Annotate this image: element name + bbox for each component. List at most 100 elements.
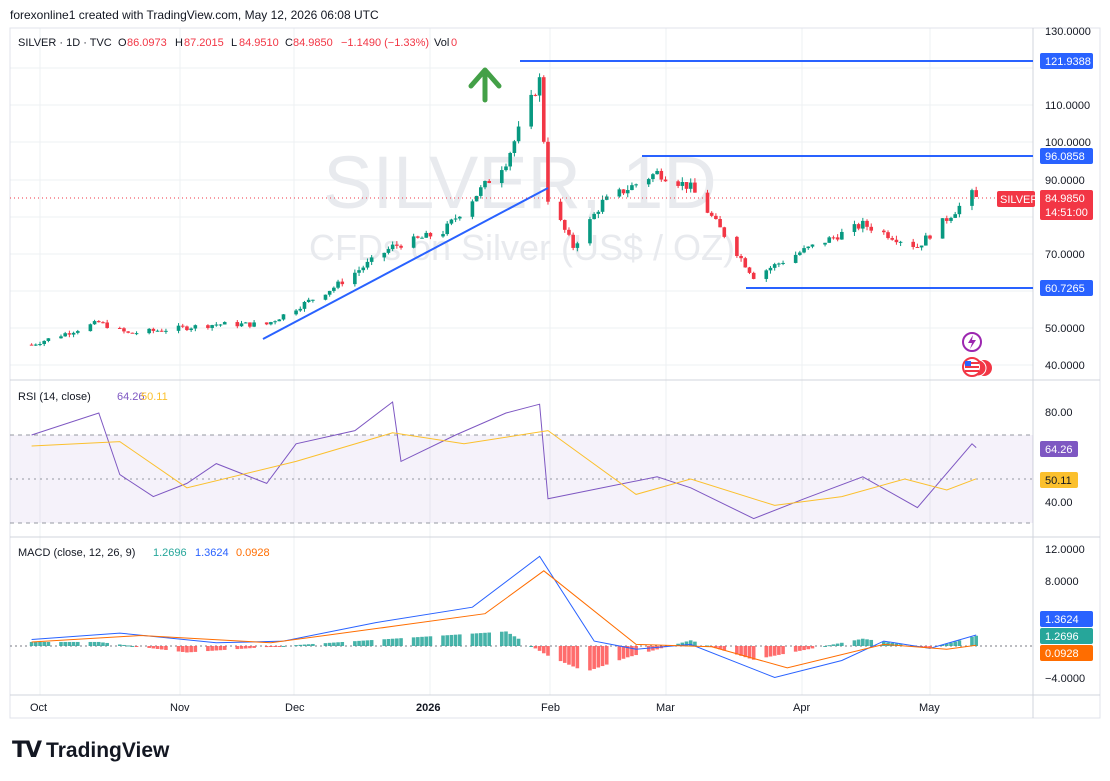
macd-hist-value: 1.2696 (153, 547, 187, 559)
macd-histogram-bar (92, 641, 97, 646)
macd-histogram-bar (617, 646, 622, 661)
symbol-title[interactable]: SILVER · 1D · TVC (18, 37, 112, 49)
macd-histogram-bar (504, 631, 508, 646)
candle-body (273, 321, 277, 323)
candle-body (944, 218, 949, 221)
candle-body (46, 338, 51, 341)
time-axis[interactable]: Oct Nov Dec 2026 Feb Mar Apr May (30, 702, 940, 714)
macd-histogram-bar (332, 642, 336, 646)
candle-body (709, 212, 714, 216)
macd-axis[interactable]: 12.0000 8.0000 −4.0000 1.3624 1.2696 0.0… (1040, 544, 1093, 685)
us-flag-event-icon[interactable] (962, 357, 992, 377)
candle-body (600, 199, 605, 212)
candle-body (134, 333, 139, 335)
candle-body (264, 322, 269, 325)
macd-histogram-bar (735, 646, 739, 655)
macd-hist-label: 1.2696 (1045, 631, 1079, 643)
macd-histogram-bar (248, 646, 252, 649)
macd-histogram-bar (806, 646, 811, 650)
rsi-title[interactable]: RSI (14, close) (18, 391, 91, 403)
candle-body (924, 235, 928, 246)
candle-body (122, 328, 126, 332)
watermark-symbol: SILVER, 1D (323, 141, 716, 224)
macd-histogram-bar (327, 642, 332, 646)
candle-body (798, 252, 802, 255)
rsi-legend: RSI (14, close) 64.26 50.11 (18, 391, 168, 403)
candle-body (684, 182, 689, 189)
macd-histogram-bar (210, 646, 214, 651)
rsi-axis[interactable]: 80.00 40.00 64.26 50.11 (1040, 407, 1078, 509)
macd-histogram-bar (562, 646, 567, 663)
candle-body (470, 201, 475, 217)
macd-histogram-bar (949, 642, 953, 646)
candle-body (411, 236, 416, 248)
candle-body (617, 189, 622, 197)
macd-line-label: 1.3624 (1045, 614, 1079, 626)
macd-histogram-bar (680, 642, 685, 646)
candle-body (42, 340, 46, 345)
candle-body (957, 205, 962, 215)
ohlc-low: 84.9510 (239, 37, 279, 49)
macd-title[interactable]: MACD (close, 12, 26, 9) (18, 547, 135, 559)
macd-histogram-bar (298, 644, 303, 646)
candle-body (562, 220, 567, 230)
macd-histogram-bar (546, 646, 550, 656)
candle-body (474, 195, 479, 202)
candle-body (751, 272, 756, 279)
volume-label: Vol (434, 37, 449, 49)
macd-histogram-bar (353, 641, 357, 646)
macd-histogram-bar (395, 638, 399, 646)
macd-histogram-bar (411, 637, 416, 646)
level-label-60: 60.7265 (1045, 283, 1085, 295)
tradingview-logo[interactable]: TV TradingView (12, 738, 169, 763)
rsi-ma-label: 50.11 (1045, 475, 1072, 487)
macd-tick: 12.0000 (1045, 544, 1085, 556)
candle-body (894, 239, 899, 243)
time-tick: Mar (656, 702, 675, 714)
rsi-ma-value: 50.11 (141, 391, 168, 403)
symbol-tag: SILVER (1000, 194, 1038, 206)
candle-body (441, 234, 445, 237)
candle-body (533, 94, 538, 96)
uptrend-line[interactable] (262, 187, 549, 340)
candle-body (676, 181, 680, 186)
candle-body (865, 220, 869, 227)
candle-body (705, 192, 710, 213)
candle-body (88, 324, 93, 332)
macd-histogram-bar (235, 646, 240, 650)
candle-body (512, 141, 517, 154)
candle-body (269, 322, 273, 325)
macd-histogram-bar (399, 638, 403, 646)
candle-body (105, 322, 109, 328)
lightning-event-icon[interactable] (962, 332, 982, 352)
candle-body (294, 310, 298, 315)
candle-body (487, 180, 491, 184)
macd-histogram-bar (105, 642, 109, 646)
price-tick: 70.0000 (1045, 249, 1085, 261)
macd-histogram-bar (193, 646, 198, 652)
macd-histogram-bar (835, 643, 840, 646)
macd-histogram-bar (747, 646, 752, 659)
candle-body (458, 216, 462, 219)
candle-body (768, 267, 773, 271)
price-axis[interactable]: 130.0000 110.0000 100.0000 90.0000 70.00… (1045, 26, 1091, 372)
macd-histogram-bar (777, 646, 781, 655)
macd-histogram-bar (882, 641, 886, 646)
macd-histogram-bar (974, 635, 978, 646)
macd-histogram-bar (869, 639, 874, 646)
candle-body (416, 236, 420, 238)
candle-body (659, 170, 664, 180)
macd-histogram-bar (155, 646, 160, 649)
macd-histogram-bar (571, 646, 575, 667)
time-tick: Feb (541, 702, 560, 714)
macd-histogram-bar (953, 641, 957, 646)
ohlc-open: 86.0973 (127, 37, 167, 49)
candle-body (67, 333, 72, 335)
candle-body (311, 299, 315, 301)
candle-body (327, 290, 332, 295)
candle-body (856, 224, 861, 229)
macd-histogram-bar (386, 638, 391, 646)
candle-body (827, 237, 832, 243)
arrow-up-icon[interactable] (468, 67, 502, 103)
candle-body (34, 344, 38, 346)
